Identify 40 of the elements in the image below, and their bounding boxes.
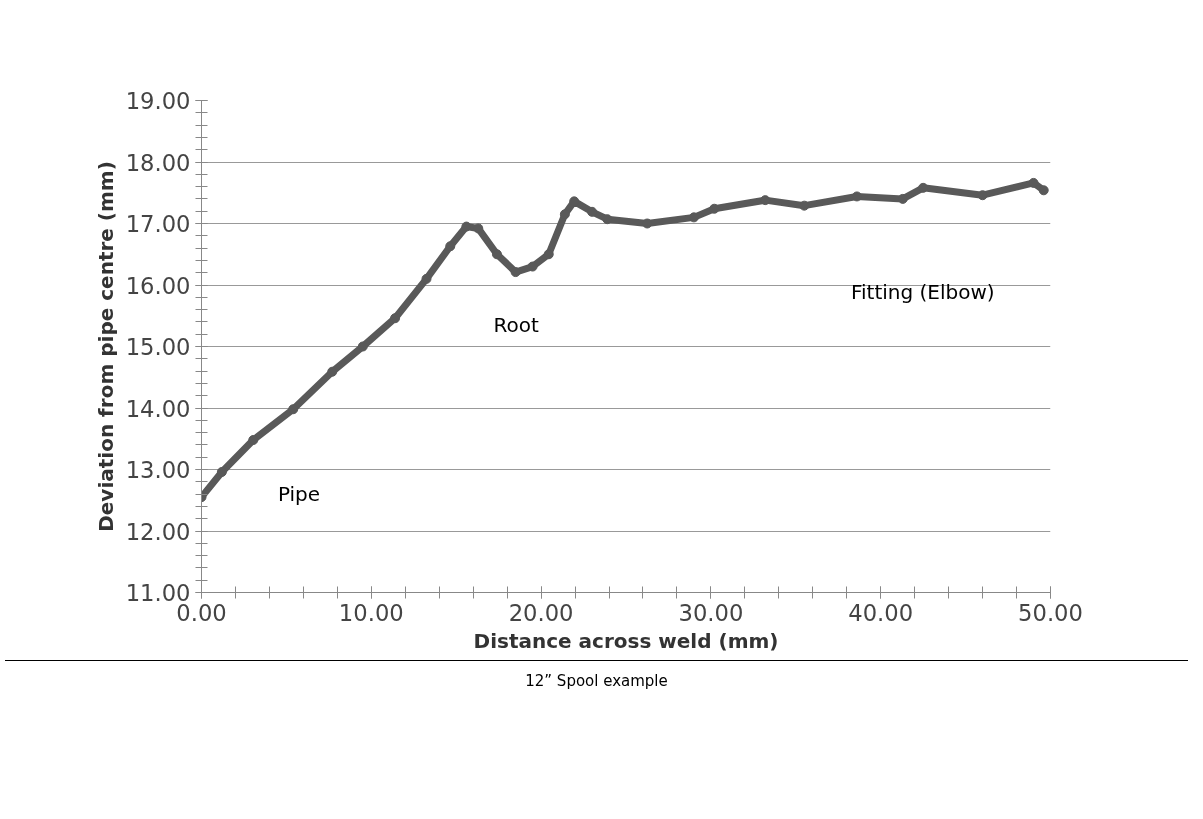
point [473, 223, 484, 234]
x-tick-label: 20.00 [508, 599, 574, 626]
y-tick-label: 17.00 [125, 211, 191, 237]
annotation: Fitting (Elbow) [850, 280, 995, 305]
y-tick-label: 12.00 [125, 518, 191, 545]
point [587, 206, 598, 217]
point [1038, 185, 1049, 196]
x-tick-label: 50.00 [1018, 599, 1083, 626]
point [390, 313, 401, 324]
y-tick-label: 15.00 [125, 334, 191, 360]
x-tick-label: 30.00 [678, 599, 744, 626]
point [327, 366, 338, 377]
point [445, 241, 456, 252]
point [709, 203, 720, 214]
point [799, 200, 810, 211]
point [760, 195, 771, 206]
point [1028, 177, 1039, 188]
y-tick-label: 14.00 [125, 395, 191, 422]
point [421, 273, 432, 284]
point [357, 341, 368, 352]
point [543, 249, 554, 260]
point [491, 249, 502, 260]
y-axis-title: Deviation from pipe centre (mm) [93, 161, 118, 532]
y-tick-label: 16.00 [125, 272, 191, 299]
y-tick-label: 13.00 [125, 457, 191, 483]
point [510, 267, 521, 278]
point [216, 466, 227, 477]
x-axis-title: Distance across weld (mm) [473, 628, 779, 653]
x-tick-label: 40.00 [848, 599, 914, 626]
point [602, 214, 613, 225]
annotation: Pipe [277, 482, 321, 507]
point [248, 434, 259, 445]
y-tick-label: 18.00 [125, 149, 191, 176]
annotation: Root [493, 312, 540, 337]
point [559, 209, 570, 220]
x-tick-label: 10.00 [338, 599, 404, 626]
y-tick-label: 19.00 [125, 88, 191, 114]
point [527, 261, 538, 272]
text: 12” Spool example [525, 671, 668, 692]
point [288, 404, 299, 415]
